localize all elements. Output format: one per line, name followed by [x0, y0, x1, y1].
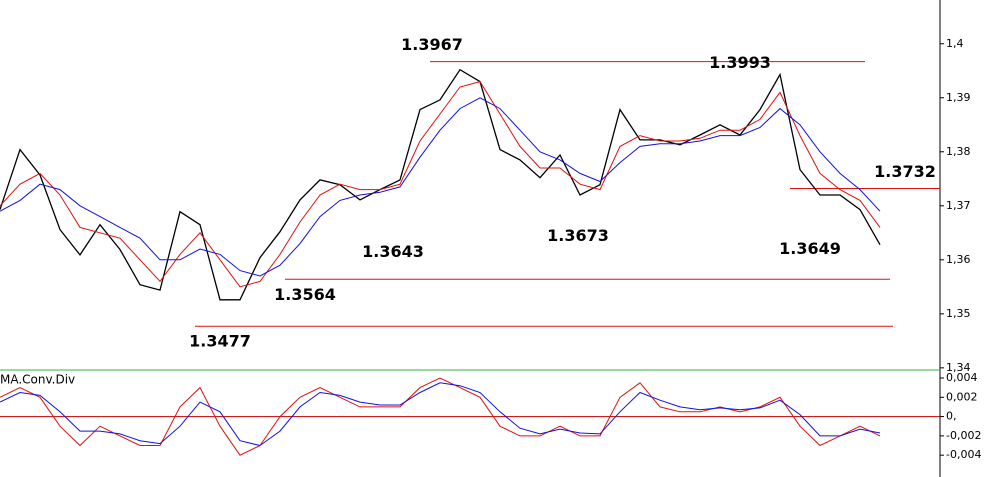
y-tick-label: 0,004 [946, 371, 978, 384]
annotation: 1.3993 [709, 53, 771, 72]
y-tick-label: 1,4 [946, 37, 964, 50]
series-line [0, 97, 881, 277]
y-tick-label: 1,37 [946, 199, 971, 212]
annotation: 1.3649 [779, 239, 841, 258]
y-tick-label: 1,39 [946, 91, 971, 104]
annotation: 1.3477 [189, 332, 251, 351]
annotation: 1.3564 [274, 285, 336, 304]
series-line [0, 81, 881, 288]
annotation: 1.3732 [874, 162, 936, 181]
y-tick-label: 1,36 [946, 253, 971, 266]
y-tick-label: 1,34 [946, 361, 971, 374]
series-line [0, 377, 881, 456]
indicator-title: MA.Conv.Div [0, 373, 75, 387]
y-tick-label: -0,004 [946, 448, 981, 461]
annotation: 1.3673 [547, 226, 609, 245]
annotation: 1.3643 [362, 242, 424, 261]
annotation: 1.3967 [401, 35, 463, 54]
y-tick-label: -0,002 [946, 429, 981, 442]
y-tick-label: 1,38 [946, 145, 971, 158]
series-line [0, 382, 881, 447]
y-tick-label: 0,002 [946, 390, 978, 403]
y-tick-label: 1,35 [946, 307, 971, 320]
y-tick-label: 0, [946, 410, 957, 423]
series-line [0, 68, 881, 301]
